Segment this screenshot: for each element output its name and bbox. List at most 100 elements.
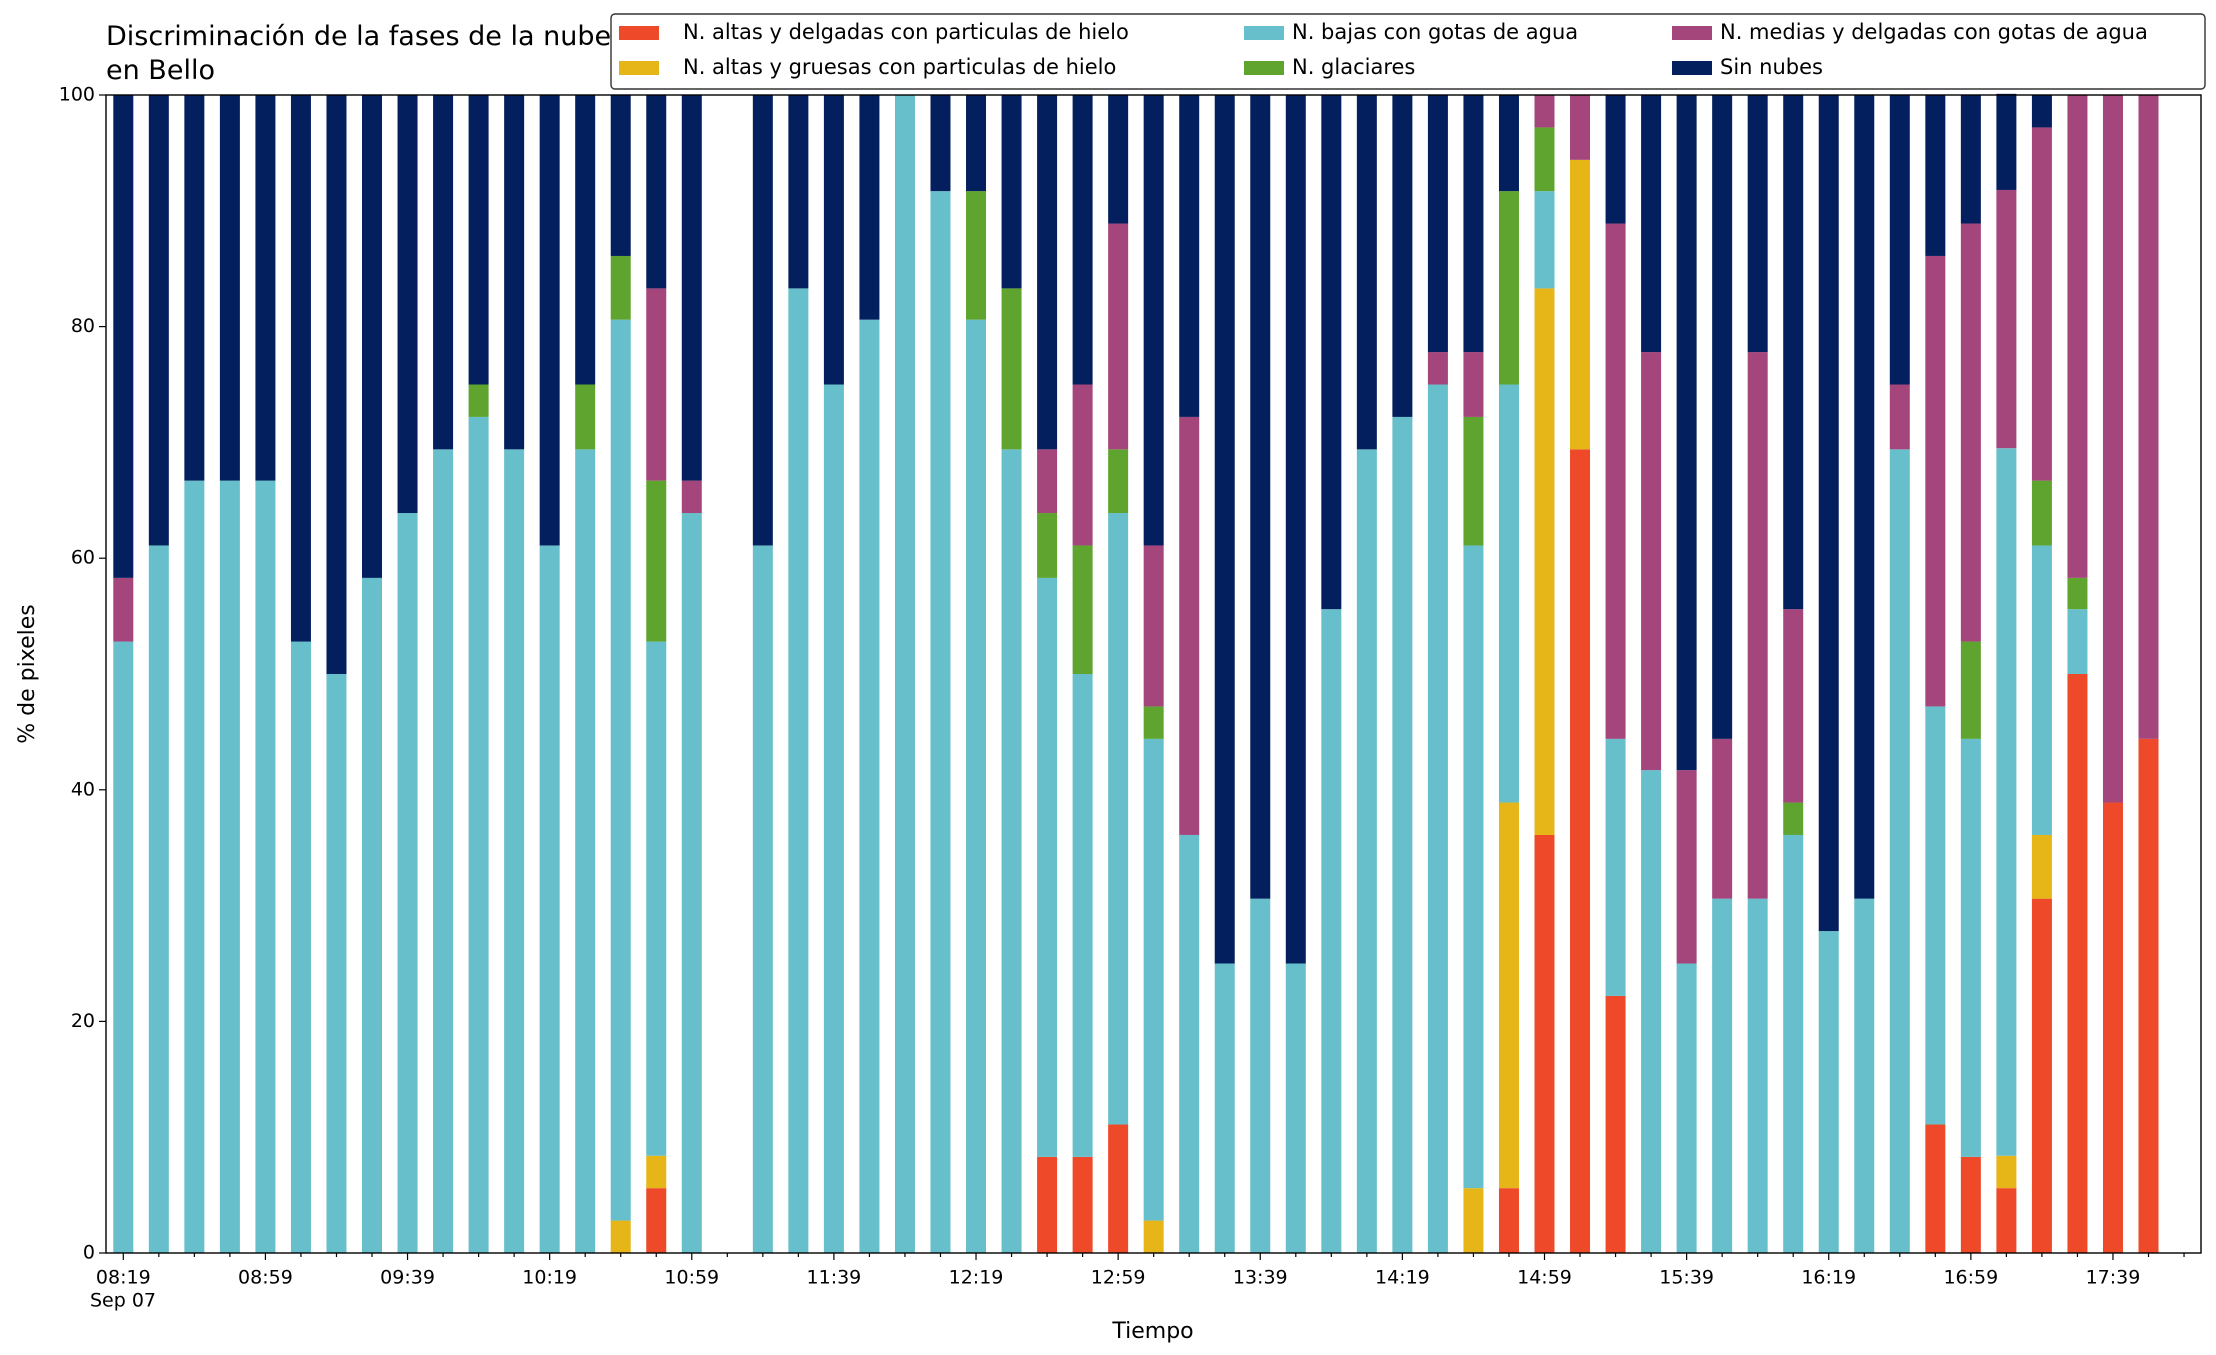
bar-segment bbox=[468, 95, 489, 385]
bar-segment bbox=[788, 288, 809, 1253]
bar-segment bbox=[646, 1155, 667, 1189]
bar-segment bbox=[1037, 577, 1058, 1157]
x-tick-label: 08:59 bbox=[238, 1267, 293, 1289]
bar-segment bbox=[148, 95, 169, 546]
bar-segment bbox=[504, 449, 525, 1253]
bar-segment bbox=[1427, 384, 1448, 1253]
bar-segment bbox=[1143, 1220, 1164, 1253]
bar-segment bbox=[1037, 1156, 1058, 1253]
bar-segment bbox=[1072, 545, 1093, 674]
bar-segment bbox=[646, 288, 667, 481]
bar-segment bbox=[681, 95, 702, 481]
bar-segment bbox=[1747, 352, 1768, 899]
bar-segment bbox=[1143, 95, 1164, 546]
bar-segment bbox=[290, 95, 311, 642]
bar-segment bbox=[1285, 95, 1306, 964]
bar-segment bbox=[1747, 95, 1768, 353]
x-tick-label: 16:59 bbox=[1943, 1267, 1998, 1289]
legend-label: N. altas y delgadas con particulas de hi… bbox=[683, 20, 1129, 44]
bar-segment bbox=[1037, 449, 1058, 514]
bar-segment bbox=[1925, 95, 1946, 256]
bar-segment bbox=[1960, 641, 1981, 739]
x-tick-label: 13:39 bbox=[1233, 1267, 1288, 1289]
bar-segment bbox=[504, 95, 525, 450]
bar-segment bbox=[1534, 191, 1555, 289]
bar-segment bbox=[1108, 1124, 1129, 1253]
bar-segment bbox=[1676, 770, 1697, 964]
bar-segment bbox=[2031, 898, 2052, 1253]
bar-segment bbox=[1783, 95, 1804, 610]
x-tick-label: 14:59 bbox=[1517, 1267, 1572, 1289]
y-tick-label: 100 bbox=[59, 84, 95, 106]
x-tick-label: 10:19 bbox=[522, 1267, 577, 1289]
bar-segment bbox=[1641, 95, 1662, 353]
bar-segment bbox=[1925, 1124, 1946, 1253]
bar-segment bbox=[1783, 834, 1804, 1253]
bar-segment bbox=[1356, 449, 1377, 1253]
bar-segment bbox=[752, 545, 773, 1253]
bar-segment bbox=[1889, 449, 1910, 1253]
bar-segment bbox=[1463, 545, 1484, 1189]
bar-segment bbox=[1676, 95, 1697, 771]
bar-segment bbox=[468, 384, 489, 417]
bar-segment bbox=[859, 319, 880, 1254]
bar-segment bbox=[823, 95, 844, 385]
bar-segment bbox=[539, 95, 560, 546]
bar-segment bbox=[1960, 738, 1981, 1157]
bar-segment bbox=[859, 95, 880, 320]
bar-segment bbox=[1889, 95, 1910, 385]
bar-segment bbox=[433, 449, 454, 1253]
x-tick-label: 16:19 bbox=[1801, 1267, 1856, 1289]
bar-segment bbox=[1463, 95, 1484, 353]
bar-segment bbox=[1925, 706, 1946, 1125]
bar-segment bbox=[1321, 609, 1342, 1253]
bar-segment bbox=[1570, 159, 1591, 450]
bar-segment bbox=[1285, 963, 1306, 1253]
bar-segment bbox=[681, 513, 702, 1253]
x-tick-label: 12:59 bbox=[1091, 1267, 1146, 1289]
bar-segment bbox=[1072, 1156, 1093, 1253]
legend-swatch bbox=[619, 26, 659, 40]
bar-segment bbox=[1072, 384, 1093, 546]
bar-segment bbox=[2067, 674, 2088, 1253]
bar-segment bbox=[1534, 127, 1555, 192]
x-tick-label: 12:19 bbox=[949, 1267, 1004, 1289]
x-tick-label: 09:39 bbox=[380, 1267, 435, 1289]
bar-segment bbox=[1783, 802, 1804, 835]
bar-segment bbox=[1712, 738, 1733, 899]
bar-segment bbox=[397, 95, 418, 514]
legend-swatch bbox=[1672, 61, 1712, 75]
bar-segment bbox=[930, 95, 951, 192]
bar-segment bbox=[1001, 95, 1022, 289]
legend-box bbox=[610, 13, 2206, 90]
bar-segment bbox=[2031, 95, 2052, 128]
legend-swatch bbox=[1244, 61, 1284, 75]
bar-segment bbox=[1498, 802, 1519, 1189]
bar-segment bbox=[1534, 95, 1555, 128]
bar-segment bbox=[823, 384, 844, 1253]
y-tick-label: 0 bbox=[83, 1242, 95, 1264]
bar-segment bbox=[1889, 384, 1910, 450]
legend-label: N. medias y delgadas con gotas de agua bbox=[1720, 20, 2148, 44]
bar-segment bbox=[1108, 513, 1129, 1125]
bar-segment bbox=[1605, 95, 1626, 224]
y-tick-label: 40 bbox=[71, 778, 95, 800]
y-tick-label: 80 bbox=[71, 315, 95, 337]
bar-segment bbox=[1712, 95, 1733, 739]
bar-segment bbox=[1641, 352, 1662, 771]
legend-label: N. altas y gruesas con particulas de hie… bbox=[683, 55, 1116, 79]
bar-segment bbox=[2138, 95, 2159, 739]
bar-segment bbox=[1996, 448, 2017, 1156]
bar-segment bbox=[1072, 674, 1093, 1157]
bar-segment bbox=[219, 95, 240, 481]
bar-segment bbox=[397, 513, 418, 1253]
bar-segment bbox=[1463, 1188, 1484, 1253]
bar-segment bbox=[1214, 963, 1235, 1253]
bar-segment bbox=[2067, 609, 2088, 674]
bar-segment bbox=[1570, 449, 1591, 1253]
bar-segment bbox=[1960, 1156, 1981, 1253]
bar-segment bbox=[1570, 95, 1591, 160]
legend-label: N. glaciares bbox=[1292, 55, 1415, 79]
